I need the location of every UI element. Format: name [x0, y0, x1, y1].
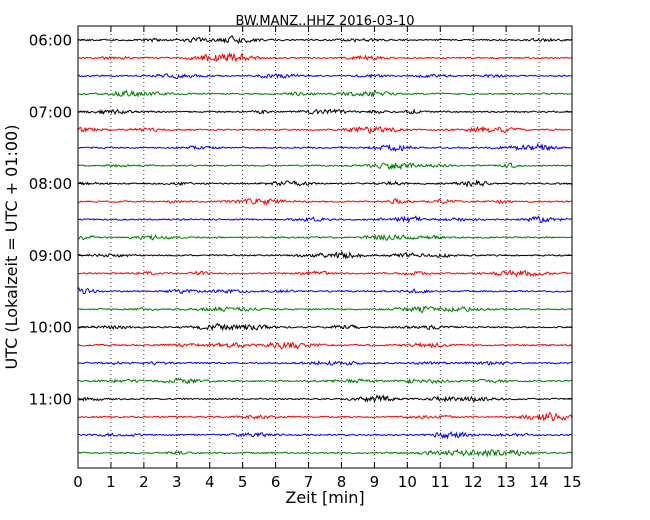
x-tick-label-4: 4	[205, 473, 215, 491]
plot-frame	[77, 25, 573, 469]
x-tick-label-1: 1	[106, 473, 116, 491]
trace-row-0	[77, 35, 573, 45]
trace-row-11	[77, 233, 573, 242]
y-tick-label-3: 09:00	[29, 247, 72, 265]
trace-row-22	[77, 430, 573, 440]
y-axis-label: UTC (Lokalzeit = UTC + 01:00)	[2, 125, 21, 370]
y-tick-label-4: 10:00	[29, 319, 72, 337]
x-tick-label-15: 15	[562, 473, 581, 491]
trace-row-20	[77, 394, 573, 403]
trace-row-17	[77, 341, 573, 350]
x-tick-label-11: 11	[431, 473, 450, 491]
y-tick-label-2: 08:00	[29, 175, 72, 193]
trace-row-4	[77, 108, 573, 116]
trace-row-13	[77, 269, 573, 278]
trace-row-5	[77, 125, 573, 135]
trace-row-23	[77, 448, 573, 458]
x-tick-label-2: 2	[139, 473, 149, 491]
chart-title: BW.MANZ..HHZ 2016-03-10	[235, 14, 414, 29]
x-tick-label-3: 3	[172, 473, 182, 491]
x-tick-label-8: 8	[337, 473, 347, 491]
y-axis-ticks: 06:00 07:00 08:00 09:00 10:00 11:00	[29, 32, 572, 409]
trace-row-18	[77, 360, 573, 366]
vertical-grid	[110, 26, 540, 468]
trace-row-19	[77, 377, 573, 385]
trace-row-21	[77, 411, 573, 422]
x-tick-label-13: 13	[497, 473, 516, 491]
trace-row-12	[77, 250, 573, 260]
trace-row-7	[77, 162, 573, 171]
x-tick-label-12: 12	[464, 473, 483, 491]
x-axis-label: Zeit [min]	[285, 488, 364, 507]
x-tick-label-14: 14	[530, 473, 549, 491]
trace-row-1	[77, 51, 573, 63]
trace-row-9	[77, 197, 573, 206]
trace-row-15	[77, 305, 573, 314]
trace-row-16	[77, 323, 573, 332]
y-tick-label-1: 07:00	[29, 103, 72, 121]
trace-rows	[77, 35, 573, 458]
x-tick-label-7: 7	[304, 473, 314, 491]
trace-row-2	[77, 73, 573, 80]
trace-row-3	[77, 89, 573, 99]
x-tick-label-5: 5	[238, 473, 248, 491]
x-tick-label-10: 10	[398, 473, 417, 491]
x-tick-label-0: 0	[73, 473, 83, 491]
trace-row-6	[77, 142, 573, 152]
x-axis-ticks: 0 1 2 3 4 5 6 7 8 9 10 11 12 13 14 15	[73, 26, 582, 491]
y-tick-label-5: 11:00	[29, 391, 72, 409]
trace-row-14	[77, 286, 573, 295]
y-tick-label-0: 06:00	[29, 32, 72, 50]
trace-row-10	[77, 215, 573, 224]
x-tick-label-6: 6	[271, 473, 281, 491]
trace-row-8	[77, 178, 573, 188]
x-tick-label-9: 9	[370, 473, 380, 491]
